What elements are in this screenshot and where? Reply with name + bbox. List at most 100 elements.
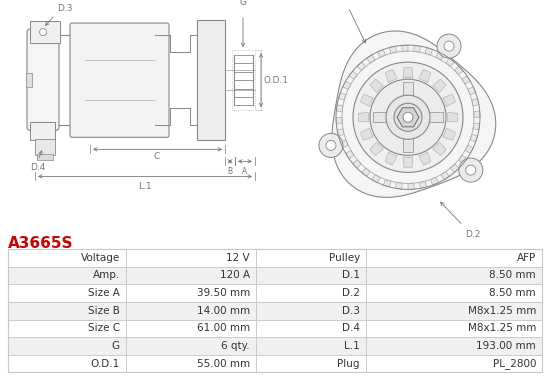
Bar <box>8 267 126 284</box>
Circle shape <box>444 41 454 51</box>
Polygon shape <box>358 113 368 122</box>
Polygon shape <box>433 142 446 155</box>
Bar <box>256 355 366 372</box>
Text: G: G <box>239 0 246 7</box>
Text: D.2: D.2 <box>465 229 480 239</box>
Polygon shape <box>474 111 480 117</box>
Polygon shape <box>370 79 383 93</box>
Polygon shape <box>377 49 386 57</box>
Polygon shape <box>465 145 473 153</box>
FancyBboxPatch shape <box>27 29 59 130</box>
Polygon shape <box>403 129 413 152</box>
Text: D.2: D.2 <box>342 288 360 298</box>
FancyBboxPatch shape <box>70 23 169 137</box>
Bar <box>366 337 542 355</box>
Text: O.D.1: O.D.1 <box>264 76 289 85</box>
Bar <box>197 20 225 140</box>
Polygon shape <box>373 112 396 122</box>
Bar <box>256 267 366 284</box>
Bar <box>366 302 542 319</box>
Bar <box>30 21 60 43</box>
Polygon shape <box>338 93 346 100</box>
Bar <box>8 249 126 267</box>
Text: 61.00 mm: 61.00 mm <box>197 323 250 333</box>
Text: L.1: L.1 <box>344 341 360 351</box>
Polygon shape <box>431 177 438 185</box>
Polygon shape <box>343 81 351 89</box>
Text: B: B <box>228 167 233 177</box>
Text: 193.00 mm: 193.00 mm <box>476 341 536 351</box>
Text: 14.00 mm: 14.00 mm <box>197 306 250 316</box>
Bar <box>8 319 542 337</box>
Polygon shape <box>420 112 443 122</box>
Text: 12 V: 12 V <box>227 253 250 263</box>
Text: D.1: D.1 <box>342 270 360 280</box>
Text: D.1: D.1 <box>331 0 346 1</box>
Text: 39.50 mm: 39.50 mm <box>197 288 250 298</box>
Polygon shape <box>436 52 444 60</box>
Polygon shape <box>353 160 361 168</box>
Bar <box>126 284 256 302</box>
Text: Size A: Size A <box>88 288 120 298</box>
Bar <box>8 284 126 302</box>
Polygon shape <box>370 142 383 155</box>
Bar <box>8 284 542 302</box>
Polygon shape <box>443 95 455 106</box>
Text: Amp.: Amp. <box>93 270 120 280</box>
Bar <box>366 355 542 372</box>
Text: M8x1.25 mm: M8x1.25 mm <box>468 306 536 316</box>
Polygon shape <box>455 66 463 75</box>
Bar <box>126 267 256 284</box>
Bar <box>126 337 256 355</box>
Polygon shape <box>336 105 343 111</box>
Bar <box>8 319 126 337</box>
Bar <box>8 355 126 372</box>
Polygon shape <box>403 67 413 77</box>
Text: L.1: L.1 <box>138 182 152 192</box>
Polygon shape <box>408 183 414 190</box>
Polygon shape <box>345 151 354 159</box>
Bar <box>126 302 256 319</box>
Bar <box>256 302 366 319</box>
Text: 55.00 mm: 55.00 mm <box>197 358 250 368</box>
Circle shape <box>386 95 430 139</box>
Bar <box>256 284 366 302</box>
Bar <box>366 249 542 267</box>
Bar <box>232 50 255 110</box>
Polygon shape <box>349 71 358 79</box>
Bar <box>256 249 366 267</box>
Circle shape <box>394 103 422 131</box>
Text: D.3: D.3 <box>57 4 73 13</box>
Text: A: A <box>243 167 248 177</box>
Polygon shape <box>403 157 413 167</box>
Bar <box>37 154 53 160</box>
Text: Plug: Plug <box>338 358 360 368</box>
Polygon shape <box>425 47 433 55</box>
Polygon shape <box>395 182 402 189</box>
Polygon shape <box>337 129 344 136</box>
Circle shape <box>370 79 446 155</box>
Polygon shape <box>470 134 477 142</box>
Bar <box>8 337 542 355</box>
Polygon shape <box>360 95 373 106</box>
Circle shape <box>40 29 47 36</box>
Polygon shape <box>362 168 370 177</box>
Polygon shape <box>472 98 479 106</box>
Polygon shape <box>450 164 459 173</box>
Text: Size C: Size C <box>88 323 120 333</box>
Text: AFP: AFP <box>517 253 536 263</box>
Polygon shape <box>443 128 455 140</box>
Text: 120 A: 120 A <box>220 270 250 280</box>
Text: PL_2800: PL_2800 <box>492 358 536 369</box>
Bar <box>30 122 55 140</box>
Bar <box>366 319 542 337</box>
Bar <box>35 139 55 155</box>
Polygon shape <box>372 175 380 183</box>
Polygon shape <box>446 58 454 67</box>
Bar <box>256 319 366 337</box>
Bar <box>8 249 542 372</box>
Bar <box>366 267 542 284</box>
Text: A3665S: A3665S <box>8 236 74 251</box>
Polygon shape <box>473 123 480 130</box>
Circle shape <box>326 141 336 151</box>
